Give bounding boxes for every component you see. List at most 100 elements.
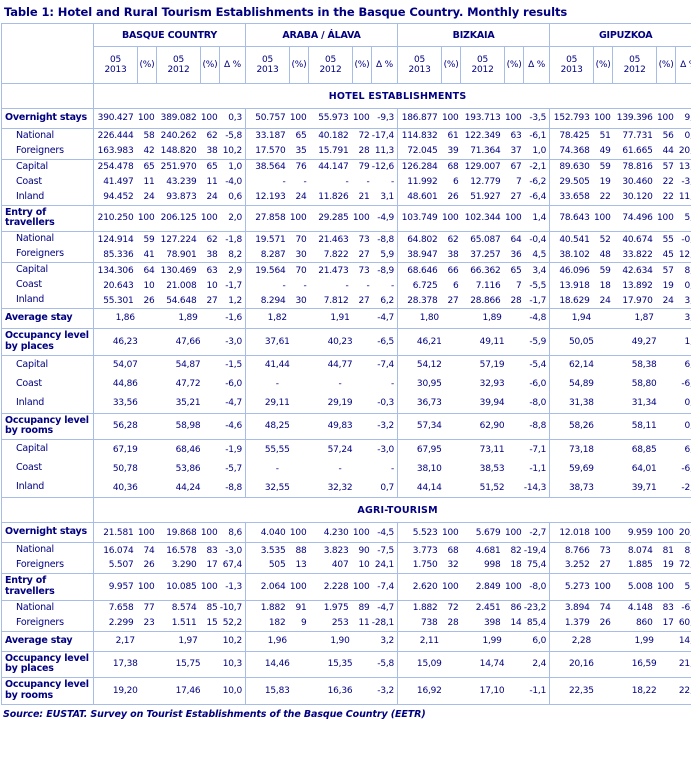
value-cell: 8.074 bbox=[612, 542, 657, 558]
value-cell: 39,71 bbox=[631, 482, 657, 493]
percent-cell: 51 bbox=[593, 127, 613, 144]
row-label: Foreigners bbox=[1, 143, 94, 160]
value-cell: 12.779 bbox=[470, 177, 501, 188]
percent-cell: 63 bbox=[504, 127, 524, 144]
delta-cell: -5,8 bbox=[371, 650, 399, 678]
row-label: Foreigners bbox=[1, 247, 94, 263]
delta-cell: -6,5 bbox=[371, 327, 399, 356]
value-cell: 210.250 bbox=[93, 204, 138, 232]
value-cell: 29.505 bbox=[559, 177, 590, 188]
value-cell: 2,28 bbox=[549, 630, 613, 651]
value-cell: 30.120 bbox=[622, 192, 653, 203]
value-cell: 67,19 bbox=[93, 439, 157, 460]
row-label: Inland bbox=[1, 293, 94, 309]
percent-cell: 24 bbox=[662, 295, 674, 306]
value-cell: 18,22 bbox=[612, 677, 676, 705]
delta-cell: -19,4 bbox=[523, 542, 551, 558]
period-subheader: 05 2012 bbox=[308, 46, 353, 84]
percent-cell: 70 bbox=[289, 262, 309, 279]
value-cell: 1.885 bbox=[627, 560, 653, 571]
percent-cell: - bbox=[366, 177, 370, 188]
value-cell: 58,98 bbox=[156, 412, 220, 440]
value-cell: 93.873 bbox=[166, 192, 197, 203]
percent-cell: 89 bbox=[352, 599, 372, 616]
delta-cell: 60,3 bbox=[675, 615, 691, 632]
value-cell: 1.975 bbox=[308, 599, 353, 616]
value-cell: 16,92 bbox=[397, 677, 461, 705]
percent-cell: 28 bbox=[358, 146, 370, 157]
percent-cell: 64 bbox=[137, 262, 157, 279]
value-cell: 126.284 bbox=[397, 158, 442, 175]
table-row: National 226.444 58 240.262 62 -5,8 33.187 65 40… bbox=[1, 127, 691, 144]
value-cell: 68,46 bbox=[156, 439, 220, 460]
percent-cell: 36 bbox=[510, 249, 522, 260]
period-subheader: Δ % bbox=[523, 46, 551, 84]
delta-cell: -9,3 bbox=[371, 108, 399, 129]
value-cell: 62,14 bbox=[549, 354, 613, 375]
percent-cell: 68 bbox=[441, 542, 461, 558]
delta-cell: -17,4 bbox=[371, 127, 399, 144]
value-cell: 50.757 bbox=[245, 108, 290, 129]
value-cell: 2.620 bbox=[397, 572, 442, 601]
table-row: Foreigners 2.299 23 1.511 15 52,2 182 9 253 11 -28… bbox=[1, 615, 691, 632]
page-title: Table 1: Hotel and Rural Tourism Establi… bbox=[4, 5, 568, 19]
percent-cell: 88 bbox=[289, 542, 309, 558]
value-cell: 5.008 bbox=[612, 572, 657, 601]
value-cell: - bbox=[345, 280, 349, 291]
delta-cell: 75,4 bbox=[523, 557, 551, 574]
percent-cell: 19 bbox=[662, 560, 674, 571]
value-cell: 398 bbox=[483, 618, 501, 629]
value-cell: 11.992 bbox=[407, 177, 438, 188]
percent-cell: 83 bbox=[200, 542, 220, 558]
value-cell: 22,35 bbox=[549, 677, 613, 705]
value-cell: - bbox=[338, 379, 342, 390]
percent-cell: 27 bbox=[599, 560, 611, 571]
value-cell: - bbox=[345, 177, 349, 188]
row-label: Occupancy level by places bbox=[1, 327, 94, 356]
value-cell: 21.008 bbox=[166, 280, 197, 291]
percent-cell: 26 bbox=[143, 295, 155, 306]
value-cell: 78.816 bbox=[612, 158, 657, 175]
value-cell: 55.301 bbox=[103, 295, 134, 306]
value-cell: 54,89 bbox=[568, 379, 594, 390]
section-banner-row: AGRI-TOURISM bbox=[1, 497, 691, 524]
row-label: Coast bbox=[1, 278, 94, 294]
row-label: Inland bbox=[1, 189, 94, 206]
percent-cell: 11 bbox=[358, 618, 370, 629]
delta-cell: 1,2 bbox=[219, 293, 246, 309]
period-header-row: 05 2013 (%) 05 2012 (%) Δ % 05 2013 (%) 05 2012… bbox=[2, 46, 691, 84]
value-cell: 4.681 bbox=[460, 542, 505, 558]
period-subheader: (%) bbox=[656, 46, 677, 84]
percent-cell: 38 bbox=[447, 249, 459, 260]
period-subheader: 05 2013 bbox=[245, 46, 290, 84]
value-cell: 36,73 bbox=[416, 398, 442, 409]
percent-cell: 35 bbox=[295, 146, 307, 157]
percent-cell: 100 bbox=[441, 204, 461, 232]
value-cell: 1,82 bbox=[245, 307, 309, 329]
value-cell: 193.713 bbox=[460, 108, 505, 129]
percent-cell: 70 bbox=[289, 231, 309, 248]
percent-cell: 64 bbox=[504, 231, 524, 248]
percent-cell: 68 bbox=[441, 158, 461, 175]
delta-cell: -5,9 bbox=[523, 327, 551, 356]
value-cell: 77.731 bbox=[612, 127, 657, 144]
delta-cell: 5,9 bbox=[371, 247, 399, 263]
table-row: Capital 134.306 64 130.469 63 2,9 19.564 70 21.4… bbox=[1, 262, 691, 279]
percent-cell: 59 bbox=[593, 158, 613, 175]
value-cell: - bbox=[282, 280, 286, 291]
delta-cell: -7,4 bbox=[371, 354, 399, 375]
percent-cell: 26 bbox=[447, 192, 459, 203]
value-cell: 40,23 bbox=[308, 327, 372, 356]
delta-cell: -0,3 bbox=[371, 393, 399, 414]
delta-cell: - bbox=[371, 174, 399, 190]
value-cell: 89.630 bbox=[549, 158, 594, 175]
delta-cell: 0,6 bbox=[219, 189, 246, 206]
percent-cell: 100 bbox=[200, 204, 220, 232]
table-row: Entry of travellers 210.250 100 206.125 100 2… bbox=[1, 204, 691, 232]
value-cell: 73,11 bbox=[460, 439, 524, 460]
table-row: Capital 67,19 68,46 -1,9 55,55 57,24 -3,0 67,95… bbox=[1, 439, 691, 460]
value-cell: 44,86 bbox=[112, 379, 138, 390]
delta-cell: 14,6 bbox=[675, 630, 691, 651]
delta-cell: -6,0 bbox=[523, 374, 551, 394]
value-cell: 16,36 bbox=[308, 677, 372, 705]
